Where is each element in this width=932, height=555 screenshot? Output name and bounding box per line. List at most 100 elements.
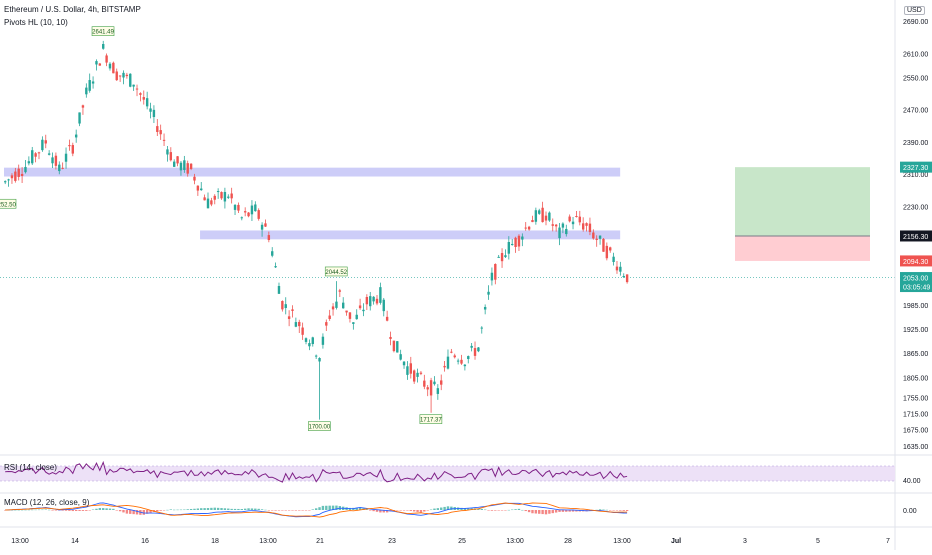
candle-body: [78, 112, 81, 124]
pivot-label: 2044.52: [324, 266, 348, 277]
candle-body: [385, 316, 389, 321]
macd-histogram-bar: [598, 509, 602, 510]
macd-histogram-bar: [419, 510, 423, 513]
candle-body: [308, 343, 311, 347]
candle-body: [615, 266, 619, 271]
candle-body: [74, 134, 78, 138]
price-axis-tick: 2310.00: [903, 172, 928, 179]
price-axis-tick: 2230.00: [903, 204, 928, 211]
macd-histogram-bar: [335, 505, 338, 510]
candle-body: [227, 196, 230, 198]
macd-histogram-bar: [548, 510, 551, 514]
candle-body: [514, 237, 517, 247]
pivot-label-text: 2044.52: [325, 270, 347, 276]
candle-body: [369, 296, 372, 307]
macd-histogram-bar: [17, 509, 20, 511]
candle-body: [203, 197, 206, 201]
price-axis-tick: 2610.00: [903, 51, 928, 58]
price-label-box: [900, 255, 932, 267]
candle-body: [95, 61, 98, 65]
candle-body: [291, 309, 294, 311]
rsi-line: [5, 460, 628, 483]
candle-body: [125, 74, 129, 77]
candle-body: [544, 215, 548, 221]
macd-level-label: 0.00: [903, 508, 917, 515]
price-label-text: 2053.00: [903, 276, 928, 283]
currency-badge[interactable]: USD: [904, 6, 925, 15]
macd-histogram-bar: [189, 508, 193, 510]
candle-body: [102, 44, 105, 49]
candle-body: [17, 168, 20, 177]
macd-histogram-bar: [433, 508, 436, 510]
macd-histogram-bar: [561, 510, 565, 512]
macd-histogram-bar: [565, 510, 568, 512]
candle-body: [294, 322, 298, 327]
macd-histogram-bar: [463, 508, 467, 510]
candle-body: [379, 287, 382, 303]
time-axis-tick: 13:00: [506, 538, 524, 545]
candle-body: [200, 188, 203, 191]
macd-histogram-bar: [524, 510, 527, 512]
time-axis-tick: 23: [388, 538, 396, 545]
candle-body: [578, 216, 581, 223]
macd-histogram-bar: [521, 509, 524, 511]
macd-histogram-bar: [34, 509, 37, 511]
candle-body: [365, 296, 369, 305]
macd-histogram-bar: [200, 508, 203, 510]
macd-histogram-bar: [240, 509, 243, 510]
sr-zone: [4, 167, 621, 177]
candle-body: [423, 380, 426, 387]
candle-body: [314, 355, 318, 357]
macd-histogram-bar: [216, 507, 220, 510]
candle-body: [85, 87, 88, 95]
macd-histogram-bar: [159, 510, 162, 511]
macd-histogram-bar: [609, 510, 612, 511]
macd-histogram-bar: [443, 506, 446, 510]
candle-body: [233, 204, 237, 210]
macd-histogram-bar: [95, 508, 98, 510]
rsi-legend[interactable]: RSI (14, close): [4, 463, 57, 472]
candle-body: [51, 157, 54, 164]
candle-body: [558, 227, 561, 239]
macd-histogram-bar: [250, 508, 254, 510]
macd-histogram-bar: [440, 507, 443, 510]
macd-histogram-bar: [399, 510, 402, 511]
candle-body: [443, 365, 446, 368]
candle-body: [277, 286, 281, 294]
macd-histogram-bar: [558, 510, 561, 512]
macd-legend[interactable]: MACD (12, 26, close, 9): [4, 498, 90, 507]
candle-body: [342, 302, 345, 309]
macd-histogram-bar: [179, 509, 183, 511]
macd-histogram-bar: [243, 508, 247, 510]
candle-body: [463, 364, 467, 367]
candle-body: [494, 264, 497, 280]
macd-histogram-bar: [595, 509, 598, 511]
candle-body: [406, 366, 409, 375]
macd-histogram-bar: [162, 510, 166, 511]
macd-histogram-bar: [423, 510, 426, 512]
indicator-legend[interactable]: Pivots HL (10, 10): [4, 18, 68, 27]
macd-histogram-bar: [625, 510, 629, 512]
price-label-text: 2156.30: [903, 234, 928, 241]
macd-histogram-bar: [88, 510, 91, 511]
price-axis-tick: 1925.00: [903, 327, 928, 334]
macd-histogram-bar: [318, 507, 321, 510]
macd-histogram-bar: [490, 510, 494, 511]
macd-histogram-bar: [487, 510, 490, 511]
candle-body: [419, 372, 423, 374]
macd-histogram-bar: [568, 510, 571, 512]
macd-histogram-bar: [74, 510, 78, 512]
target-zone: [735, 167, 870, 236]
macd-histogram-bar: [446, 506, 450, 510]
candle-body: [152, 109, 156, 118]
macd-histogram-bar: [14, 509, 17, 511]
macd-histogram-bar: [375, 510, 379, 512]
candle-body: [230, 193, 233, 199]
candle-body: [352, 322, 355, 324]
candle-body: [166, 149, 169, 155]
macd-histogram-bar: [497, 510, 500, 511]
macd-histogram-bar: [31, 509, 34, 511]
candle-body: [497, 256, 500, 258]
